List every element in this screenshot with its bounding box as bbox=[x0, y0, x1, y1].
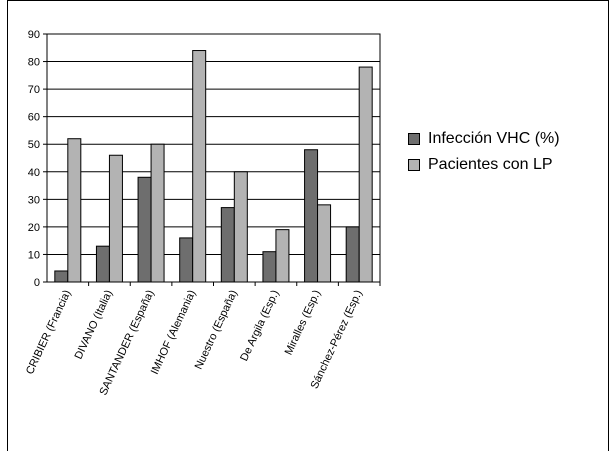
y-tick-label: 10 bbox=[28, 249, 40, 261]
bar-series-2-3 bbox=[150, 143, 165, 283]
bar-series-2-8 bbox=[358, 66, 373, 283]
x-category-label: CRIBIER (Francia) bbox=[24, 288, 74, 376]
bar-series-2-2 bbox=[108, 154, 123, 283]
y-tick-label: 0 bbox=[34, 277, 40, 289]
bar-series-1-2 bbox=[95, 245, 110, 283]
legend-label-series-1: Infección VHC (%) bbox=[428, 130, 560, 147]
y-tick-label: 40 bbox=[28, 167, 40, 179]
bar-series-2-7 bbox=[317, 204, 332, 283]
bar-series-2-5 bbox=[233, 171, 248, 283]
legend-item-series-2: Pacientes con LP bbox=[408, 152, 560, 178]
bar-series-2-6 bbox=[275, 229, 290, 283]
x-category-label: De Argila (Esp.) bbox=[238, 288, 281, 363]
bar-series-2-1 bbox=[67, 138, 82, 283]
bar-series-1-6 bbox=[262, 251, 277, 283]
y-tick-label: 30 bbox=[28, 194, 40, 206]
legend-swatch-series-1 bbox=[408, 133, 420, 145]
legend-item-series-1: Infección VHC (%) bbox=[408, 126, 560, 152]
y-tick-label: 20 bbox=[28, 222, 40, 234]
bar-series-1-1 bbox=[54, 270, 69, 283]
bar-series-1-5 bbox=[220, 207, 235, 283]
y-tick-label: 60 bbox=[28, 112, 40, 124]
bar-series-2-4 bbox=[192, 50, 207, 283]
legend: Infección VHC (%) Pacientes con LP bbox=[408, 126, 560, 178]
bar-series-1-7 bbox=[304, 149, 319, 283]
y-tick-label: 80 bbox=[28, 57, 40, 69]
bar-series-1-3 bbox=[137, 176, 152, 283]
bar-series-1-4 bbox=[179, 237, 194, 283]
x-category-label: Miralles (Esp.) bbox=[283, 288, 324, 357]
y-tick-label: 90 bbox=[28, 29, 40, 41]
legend-label-series-2: Pacientes con LP bbox=[428, 156, 553, 173]
legend-swatch-series-2 bbox=[408, 159, 420, 171]
y-tick-label: 50 bbox=[28, 139, 40, 151]
x-category-label: DIVANO (Italia) bbox=[73, 288, 116, 361]
y-tick-label: 70 bbox=[28, 84, 40, 96]
x-category-label: IMHOF (Alemania) bbox=[149, 288, 199, 376]
x-category-label: Nuestro (España) bbox=[193, 288, 240, 371]
bar-series-1-8 bbox=[345, 226, 360, 283]
